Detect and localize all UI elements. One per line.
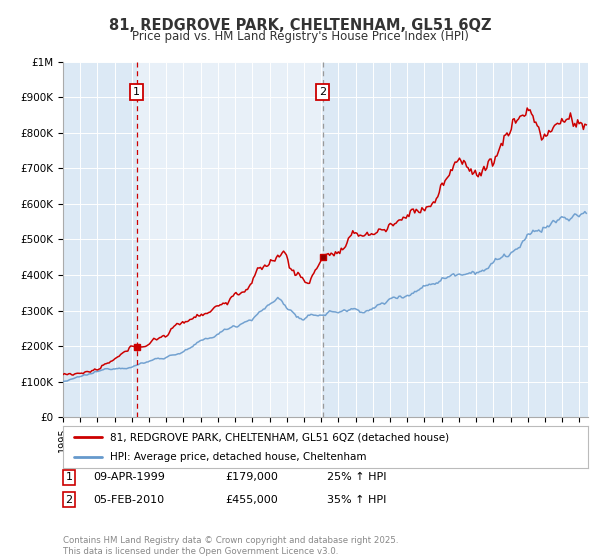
Text: Price paid vs. HM Land Registry's House Price Index (HPI): Price paid vs. HM Land Registry's House … [131,30,469,43]
Text: 2: 2 [319,87,326,97]
Text: 1: 1 [133,87,140,97]
Text: 25% ↑ HPI: 25% ↑ HPI [327,472,386,482]
Text: 35% ↑ HPI: 35% ↑ HPI [327,494,386,505]
Text: 2: 2 [65,494,73,505]
Text: £179,000: £179,000 [225,472,278,482]
Text: 81, REDGROVE PARK, CHELTENHAM, GL51 6QZ (detached house): 81, REDGROVE PARK, CHELTENHAM, GL51 6QZ … [110,432,449,442]
Text: HPI: Average price, detached house, Cheltenham: HPI: Average price, detached house, Chel… [110,452,367,462]
Text: 05-FEB-2010: 05-FEB-2010 [93,494,164,505]
Bar [137,62,323,417]
Text: Contains HM Land Registry data © Crown copyright and database right 2025.
This d: Contains HM Land Registry data © Crown c… [63,536,398,556]
Text: 09-APR-1999: 09-APR-1999 [93,472,165,482]
Text: £455,000: £455,000 [225,494,278,505]
Text: 1: 1 [65,472,73,482]
Text: 81, REDGROVE PARK, CHELTENHAM, GL51 6QZ: 81, REDGROVE PARK, CHELTENHAM, GL51 6QZ [109,18,491,33]
